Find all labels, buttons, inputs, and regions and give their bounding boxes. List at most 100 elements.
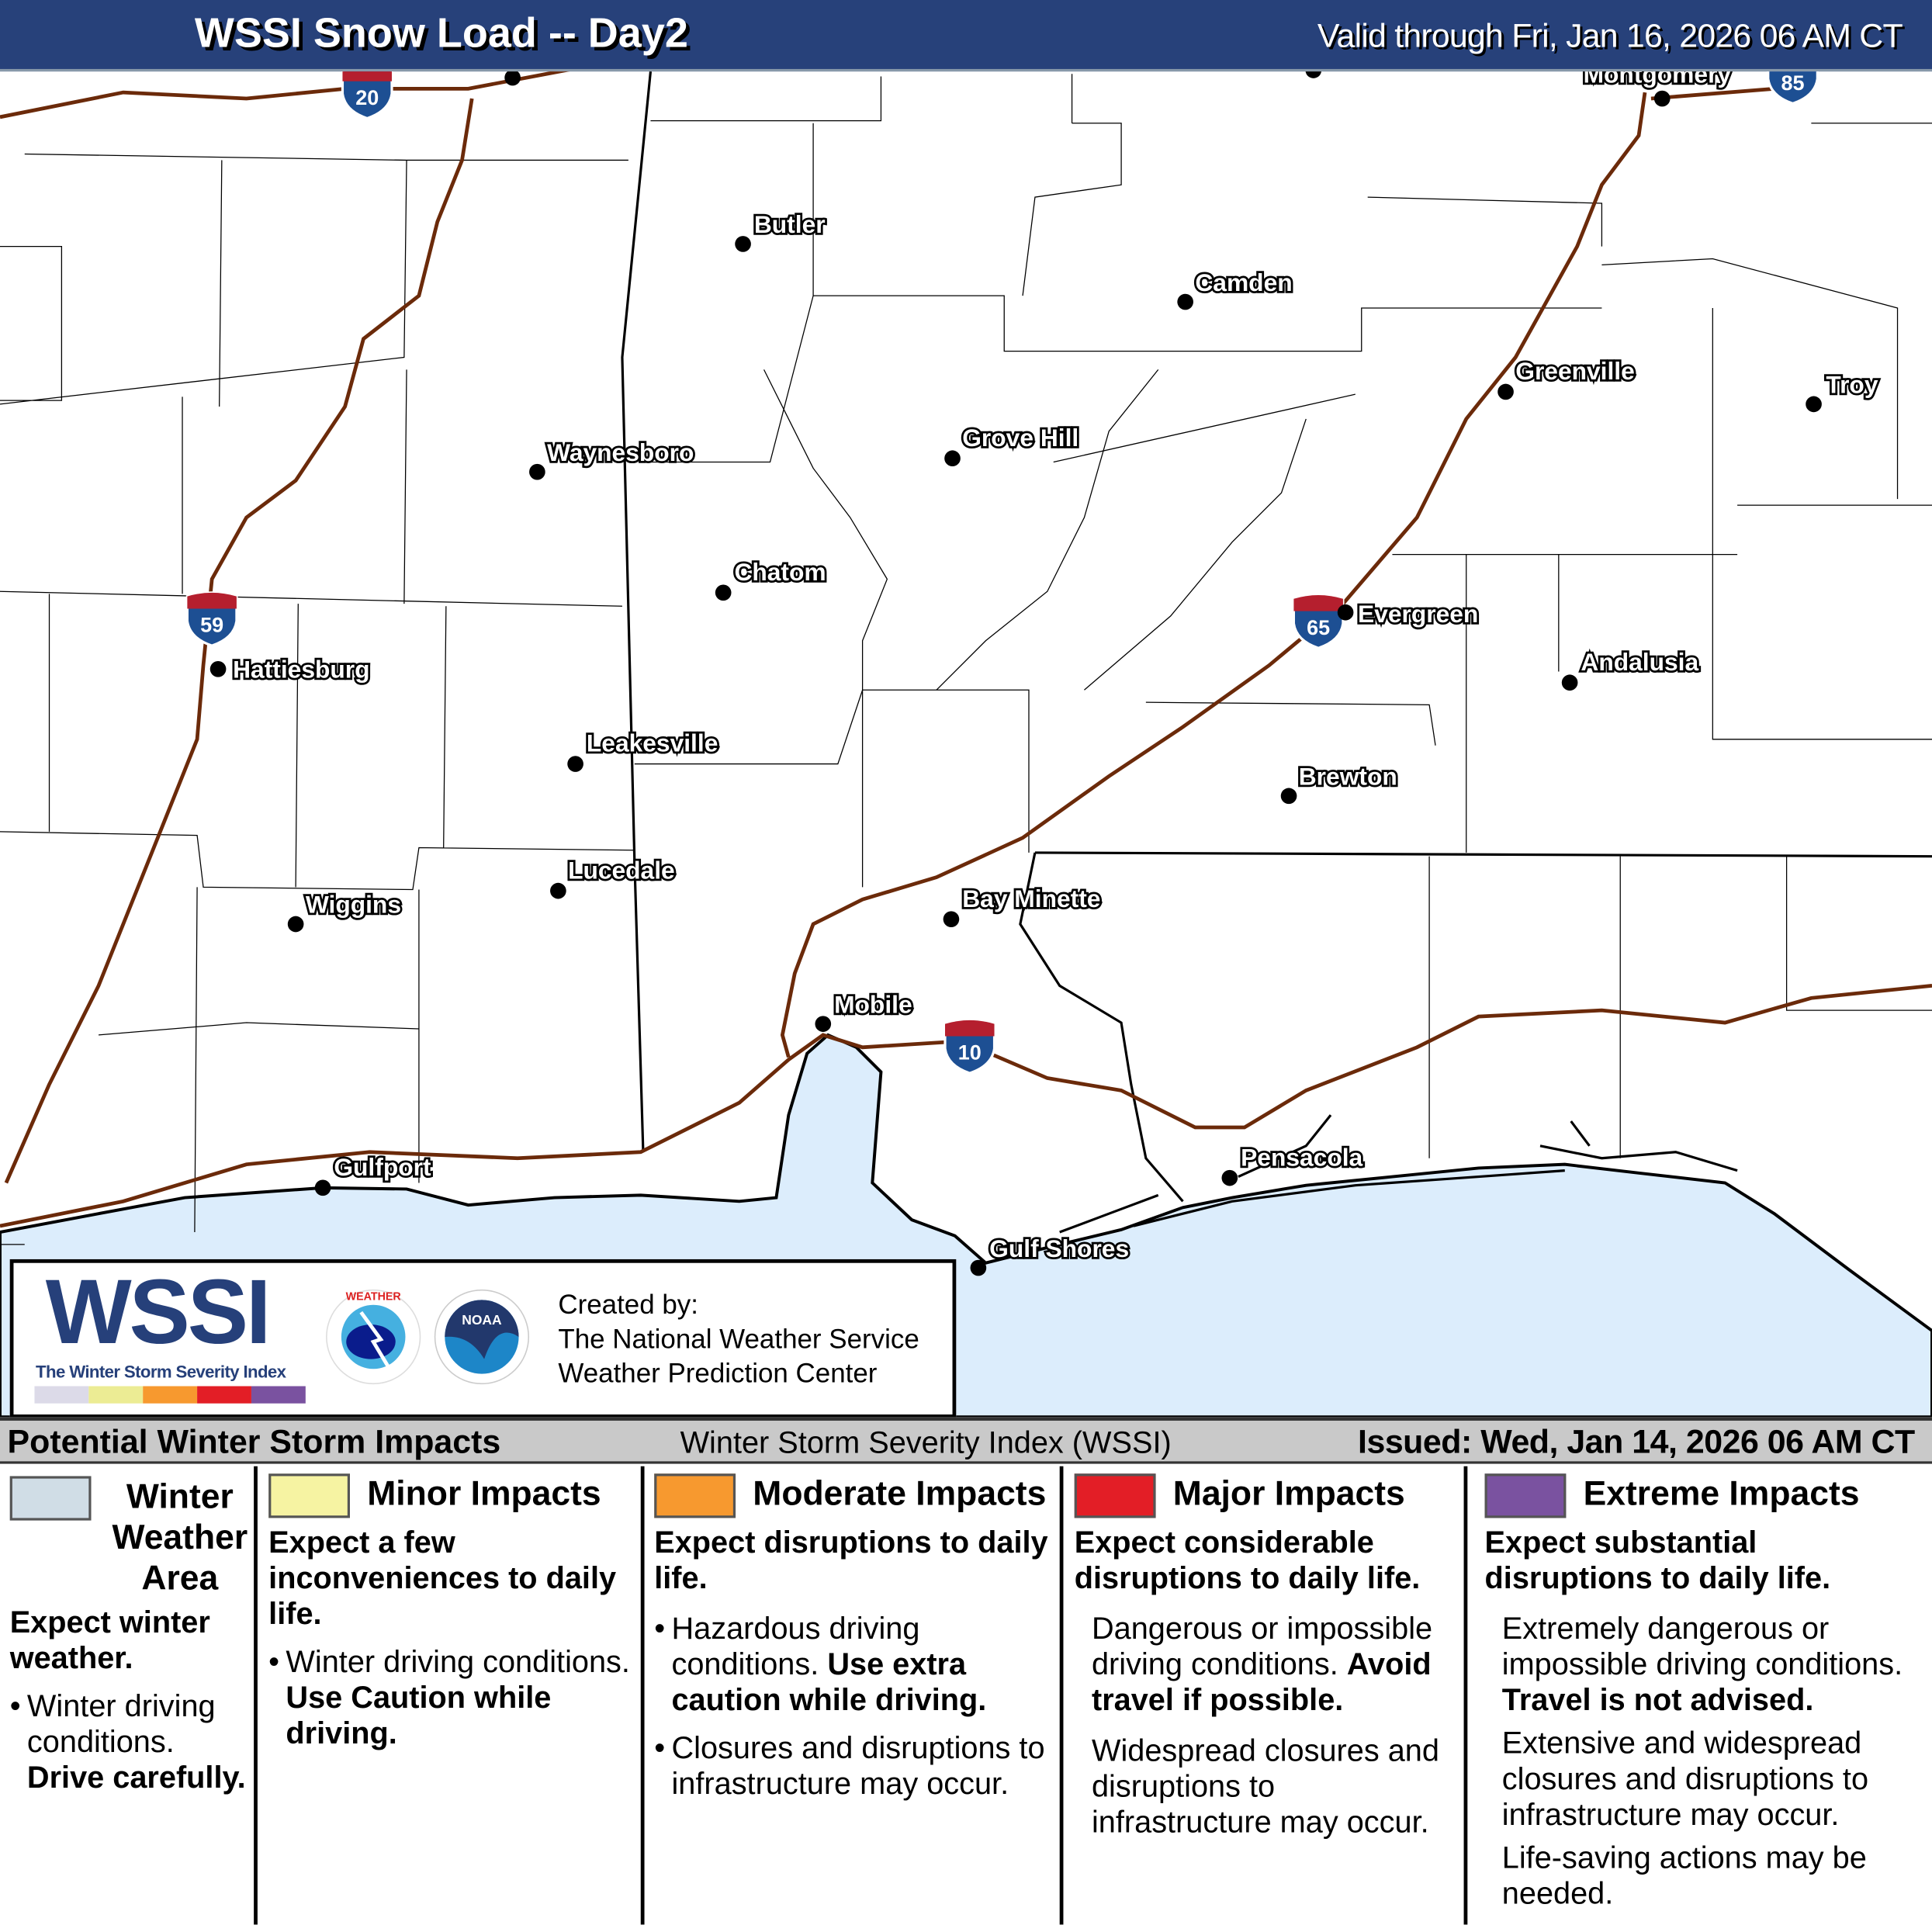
noaa-text: NOAA — [462, 1312, 502, 1328]
legend-heading: Winter Weather Area — [112, 1477, 248, 1598]
svg-text:WEATHER: WEATHER — [346, 1290, 402, 1303]
swatch-winter — [9, 1476, 92, 1521]
interstate-number: 59 — [200, 614, 223, 637]
legend-moderate-impacts: Moderate Impacts Expect disruptions to d… — [654, 1464, 1054, 1923]
legend-major-impacts: Major Impacts Expect considerable disrup… — [1074, 1464, 1463, 1923]
swatch-major — [1074, 1473, 1156, 1518]
city-dot — [550, 882, 566, 899]
interstate-10-shield-icon: 10 — [943, 1019, 996, 1075]
city-label: Grove Hill — [962, 424, 1079, 452]
city-dot — [735, 236, 751, 252]
city-dot — [1806, 396, 1822, 413]
legend-emph: Use extra caution while driving. — [671, 1647, 987, 1718]
city-label: Gulfport — [334, 1153, 431, 1181]
wssi-logo-subtitle: The Winter Storm Severity Index — [36, 1361, 286, 1382]
city-dot — [1177, 293, 1193, 310]
nws-logo-icon: WEATHER — [326, 1289, 421, 1385]
legend-sub: Expect disruptions to daily life. — [654, 1525, 1048, 1596]
interstate-85-shield-icon: 85 — [1767, 71, 1819, 106]
city-label: Pensacola — [1241, 1143, 1362, 1171]
city-dot — [1221, 1169, 1238, 1186]
city-dot — [943, 911, 960, 927]
city-label: Mobile — [834, 990, 912, 1018]
legend-text: Winter driving conditions. — [286, 1644, 630, 1680]
legend-heading: Major Impacts — [1172, 1473, 1405, 1513]
legend-winter-weather-area: Winter Weather Area Expect winter weathe… — [9, 1464, 251, 1923]
city-dot — [287, 916, 304, 933]
city-label: Lucedale — [568, 856, 675, 884]
city-dot — [970, 1259, 987, 1276]
city-label: Bay Minette — [962, 885, 1100, 912]
valid-time: Valid through Fri, Jan 16, 2026 06 AM CT — [1317, 17, 1903, 54]
city-label: Troy — [1826, 371, 1878, 399]
legend-text: Dangerous or impossible driving conditio… — [1091, 1612, 1433, 1682]
swatch-extreme — [1484, 1473, 1567, 1518]
scale-winter — [34, 1386, 89, 1404]
legend-text: Winter driving conditions. — [26, 1689, 216, 1760]
city-label: Evergreen — [1358, 600, 1478, 628]
city-dot — [1280, 788, 1297, 805]
city-label: Butler — [754, 210, 826, 238]
city-label: Brewton — [1299, 763, 1397, 791]
city-dot — [567, 756, 583, 772]
city-dot — [715, 584, 732, 601]
cities: Butler Camden Greenville Troy Grove Hill Wayn… — [209, 71, 1881, 1276]
city-label: Waynesboro — [547, 438, 694, 466]
city-label: Gulf Shores — [989, 1234, 1129, 1262]
agency-logos: WEATHER NOAA — [326, 1289, 530, 1385]
legend-text: Widespread closures and disruptions to i… — [1091, 1733, 1439, 1840]
legend-heading: Moderate Impacts — [753, 1473, 1047, 1513]
noaa-logo-icon: NOAA — [434, 1289, 530, 1385]
legend-minor-impacts: Minor Impacts Expect a few inconvenience… — [268, 1464, 638, 1923]
city-dot — [1337, 604, 1354, 621]
org-wpc: Weather Prediction Center — [558, 1357, 878, 1389]
city-dot — [529, 463, 545, 480]
legend-text: Closures and disruptions to infrastructu… — [654, 1731, 1054, 1802]
legend-text: Extremely dangerous or impossible drivin… — [1501, 1612, 1903, 1682]
header: WSSI Snow Load -- Day2 Valid through Fri… — [0, 0, 1932, 72]
city-label: Chatom — [734, 558, 826, 586]
created-by: Created by: The National Weather Service… — [558, 1287, 919, 1390]
interstate-65-shield-icon: 65 — [1292, 594, 1345, 649]
divider — [640, 1466, 645, 1925]
divider — [254, 1466, 258, 1925]
org-nws: The National Weather Service — [558, 1323, 919, 1355]
legend-emph: Drive carefully. — [26, 1761, 246, 1795]
city-label: Wiggins — [306, 891, 401, 919]
legend-emph: Use Caution while driving. — [286, 1681, 552, 1751]
divider — [1059, 1466, 1064, 1925]
legend-heading: Minor Impacts — [367, 1473, 601, 1513]
map-title: WSSI Snow Load -- Day2 — [194, 9, 688, 57]
legend-title: Potential Winter Storm Impacts — [7, 1423, 501, 1460]
city-dot — [209, 660, 227, 677]
legend-text: Hazardous driving conditions. — [671, 1612, 920, 1682]
scale-major — [197, 1386, 251, 1404]
issued-time: Issued: Wed, Jan 14, 2026 06 AM CT — [1358, 1423, 1915, 1460]
interstate-number: 10 — [958, 1041, 982, 1065]
legend-sub: Expect winter weather. — [9, 1605, 210, 1676]
city-dot — [504, 71, 521, 86]
scale-extreme — [251, 1386, 306, 1404]
city-label: Montgomery — [1584, 71, 1732, 88]
legend-heading: Extreme Impacts — [1583, 1473, 1860, 1513]
wssi-logo: WSSI — [45, 1260, 272, 1363]
city-label: Greenville — [1515, 357, 1635, 385]
interstate-routes — [0, 71, 1932, 1228]
city-dot — [944, 450, 961, 467]
city-dot — [1497, 383, 1514, 400]
interstate-number: 85 — [1781, 71, 1805, 95]
wssi-color-scale — [34, 1386, 306, 1404]
city-dot — [1305, 71, 1322, 78]
interstate-59-shield-icon: 59 — [185, 591, 238, 647]
interstate-number: 65 — [1307, 616, 1330, 639]
city-label: Andalusia — [1581, 648, 1698, 676]
legend-text: Extensive and widespread closures and di… — [1501, 1726, 1869, 1833]
legend-text: Life-saving actions may be needed. — [1501, 1840, 1867, 1912]
city-dot — [1653, 90, 1671, 107]
credits-box: WSSI The Winter Storm Severity Index WEA… — [9, 1259, 957, 1418]
legend-sub: Expect a few inconveniences to daily lif… — [268, 1525, 617, 1632]
county-lines — [0, 74, 1932, 1245]
barrier-islands — [1059, 1114, 1738, 1234]
divider — [1463, 1466, 1468, 1925]
